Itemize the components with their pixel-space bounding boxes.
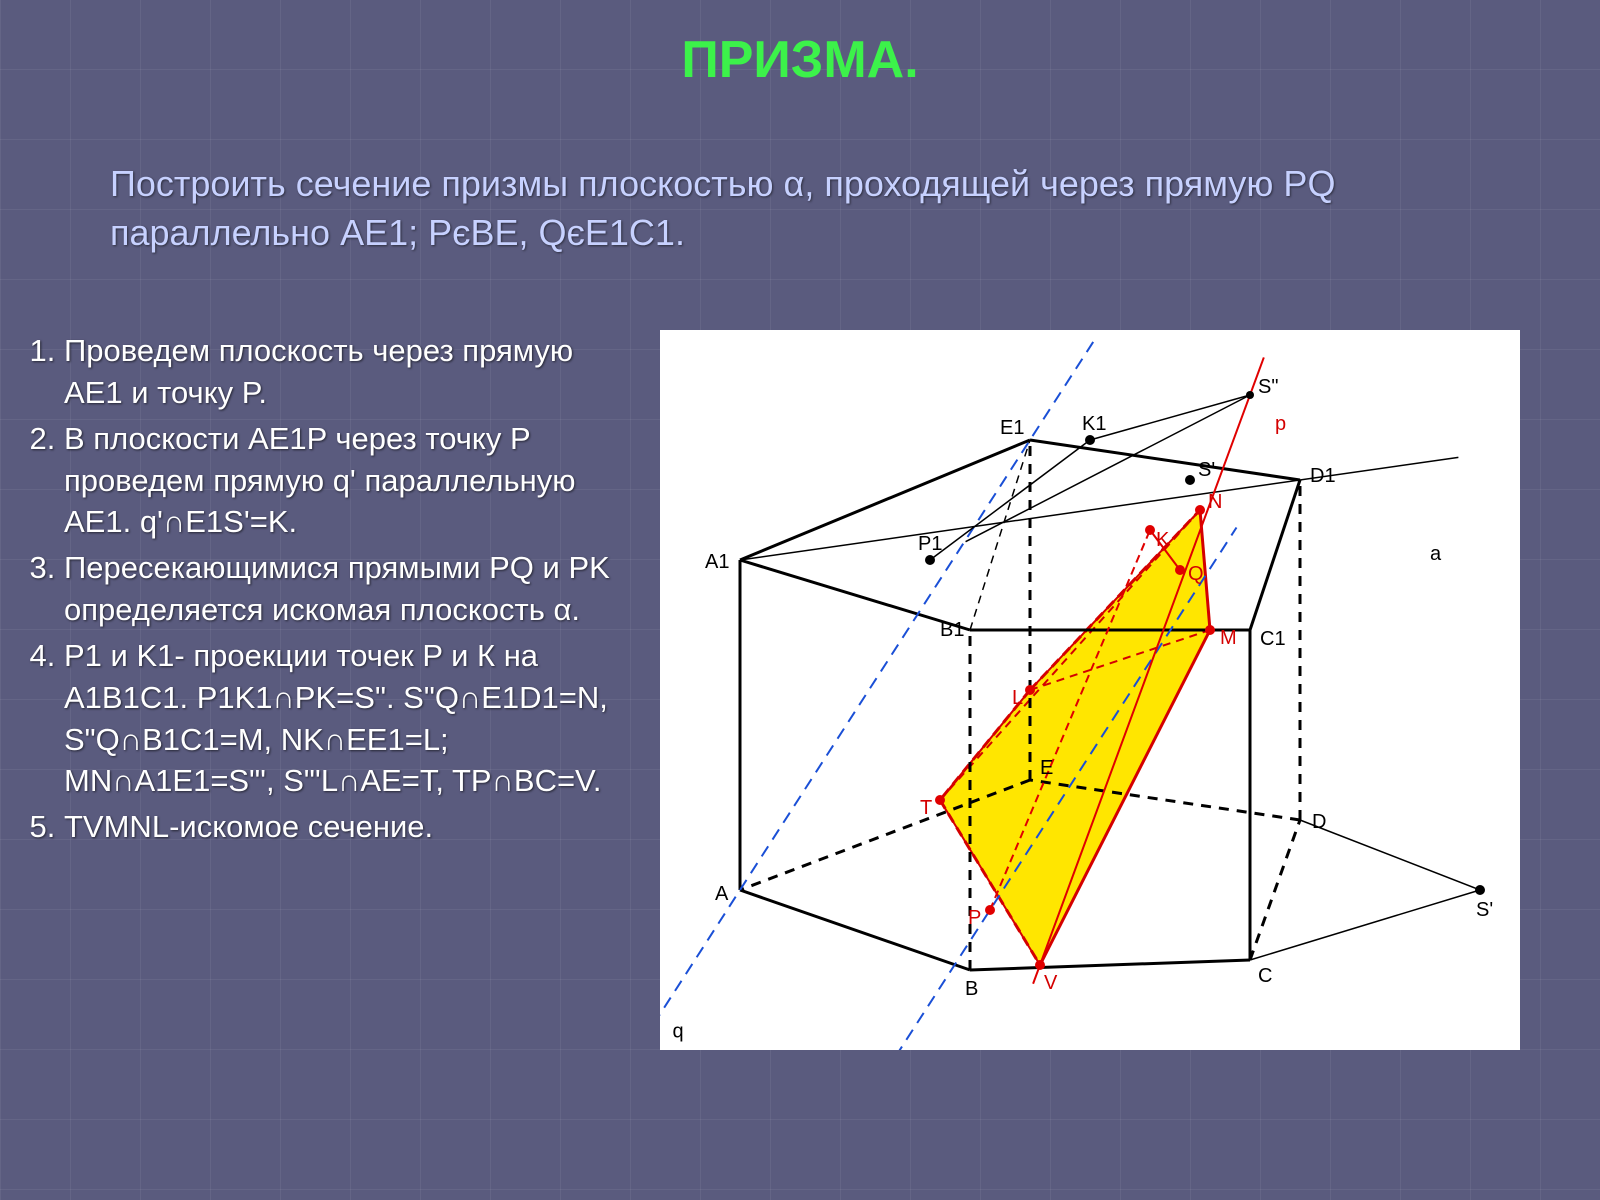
svg-text:C: C (1258, 965, 1272, 987)
svg-text:N: N (1208, 491, 1222, 513)
svg-text:A: A (715, 883, 729, 905)
svg-text:p: p (1275, 413, 1286, 435)
svg-text:S': S' (1476, 899, 1493, 921)
svg-text:B1: B1 (940, 619, 964, 641)
svg-text:M: M (1220, 627, 1237, 649)
prism-diagram: ABCDEA1B1C1D1E1P1K1S'S"S'apPKQNMLTVqq' (660, 330, 1520, 1050)
svg-text:E: E (1040, 757, 1053, 779)
step-4: P1 и K1- проекции точек P и К на A1B1C1.… (64, 635, 640, 802)
step-3: Пересекающимися прямыми PQ и PK определя… (64, 547, 640, 631)
svg-text:S": S" (1258, 376, 1278, 398)
svg-text:V: V (1044, 972, 1058, 994)
svg-text:S': S' (1198, 459, 1215, 481)
svg-text:a: a (1430, 543, 1442, 565)
svg-text:T: T (920, 797, 932, 819)
step-1: Проведем плоскость через прямую AE1 и то… (64, 330, 640, 414)
step-5: TVMNL-искомое сечение. (64, 806, 640, 848)
svg-text:q: q (672, 1020, 683, 1042)
diagram-container: ABCDEA1B1C1D1E1P1K1S'S"S'apPKQNMLTVqq' (660, 330, 1520, 1050)
svg-text:D: D (1312, 811, 1326, 833)
step-2: В плоскости AE1P через точку P проведем … (64, 418, 640, 544)
slide: ПРИЗМА. Построить сечение призмы плоскос… (0, 0, 1600, 1200)
svg-text:C1: C1 (1260, 628, 1286, 650)
svg-text:P: P (968, 907, 981, 929)
svg-text:E1: E1 (1000, 417, 1024, 439)
svg-text:K: K (1156, 529, 1170, 551)
svg-text:P1: P1 (918, 533, 942, 555)
svg-text:A1: A1 (705, 551, 729, 573)
svg-text:B: B (965, 978, 978, 1000)
problem-statement: Построить сечение призмы плоскостью α, п… (110, 160, 1430, 257)
svg-text:K1: K1 (1082, 413, 1106, 435)
slide-title: ПРИЗМА. (0, 30, 1600, 90)
solution-steps: Проведем плоскость через прямую AE1 и то… (20, 330, 640, 852)
svg-text:L: L (1012, 687, 1023, 709)
svg-text:Q: Q (1188, 563, 1204, 585)
svg-text:D1: D1 (1310, 465, 1336, 487)
